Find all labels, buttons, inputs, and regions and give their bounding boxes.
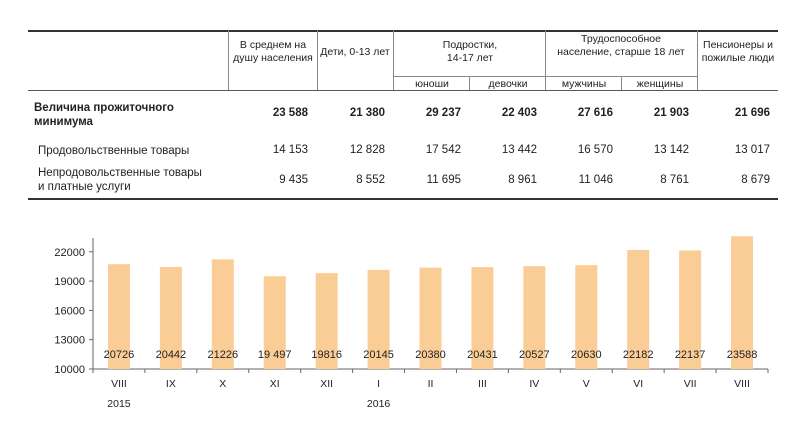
data-label: 20380 bbox=[415, 349, 446, 361]
bar bbox=[419, 267, 442, 369]
x-tick-label: IX bbox=[166, 378, 176, 390]
data-label: 20527 bbox=[519, 349, 550, 361]
header-working-women: женщины bbox=[636, 78, 684, 90]
table-cell: 8 679 bbox=[741, 174, 770, 186]
y-tick-label: 19000 bbox=[54, 276, 85, 288]
y-tick-label: 10000 bbox=[54, 364, 85, 376]
year-label: 2015 bbox=[107, 398, 131, 410]
bar bbox=[315, 273, 338, 369]
x-tick-label: VIII bbox=[734, 378, 750, 390]
header-pensioners: Пенсионеры и пожилые люди bbox=[701, 39, 775, 64]
table-cell: 17 542 bbox=[425, 144, 461, 156]
header-children: Дети, 0-13 лет bbox=[320, 46, 390, 58]
table-cell: 23 588 bbox=[272, 107, 308, 119]
data-label: 20442 bbox=[156, 349, 187, 361]
x-tick-label: II bbox=[428, 378, 434, 390]
y-tick-label: 16000 bbox=[54, 305, 85, 317]
table-cell: 21 903 bbox=[653, 107, 689, 119]
table-cell: 11 046 bbox=[578, 174, 613, 186]
table-cell: 21 696 bbox=[734, 107, 770, 119]
bar bbox=[159, 266, 182, 369]
header-working-men: мужчины bbox=[561, 78, 607, 90]
bar bbox=[523, 266, 546, 369]
bar-chart: 100001300016000190002200020726VIII20442I… bbox=[54, 236, 769, 410]
bar bbox=[471, 267, 494, 369]
table-cell: 12 828 bbox=[349, 144, 385, 156]
header-divider bbox=[228, 30, 229, 90]
header-divider bbox=[621, 76, 622, 90]
x-tick-label: XII bbox=[320, 378, 333, 390]
table-bottom-rule bbox=[28, 198, 778, 200]
row-label-total: Величина прожиточного минимума bbox=[34, 102, 174, 128]
x-tick-label: VIII bbox=[111, 378, 127, 390]
x-tick-label: XI bbox=[270, 378, 280, 390]
year-label: 2016 bbox=[367, 398, 391, 410]
x-tick-label: VII bbox=[684, 378, 697, 390]
header-teens-boys: юноши bbox=[415, 78, 449, 90]
bar bbox=[211, 259, 234, 369]
bar bbox=[367, 269, 390, 369]
table-cell: 8 761 bbox=[660, 174, 689, 186]
table-cell: 16 570 bbox=[577, 144, 613, 156]
table-cell: 9 435 bbox=[279, 174, 308, 186]
x-tick-label: V bbox=[583, 378, 590, 390]
header-teens: Подростки, 14-17 лет bbox=[442, 39, 498, 64]
data-label: 22137 bbox=[675, 349, 706, 361]
x-tick-label: I bbox=[377, 378, 380, 390]
header-divider bbox=[393, 30, 394, 90]
bar bbox=[107, 264, 130, 369]
table-cell: 21 380 bbox=[349, 107, 385, 119]
table-cell: 27 616 bbox=[577, 107, 613, 119]
table-cell: 13 017 bbox=[734, 144, 770, 156]
x-tick-label: III bbox=[478, 378, 487, 390]
y-tick-label: 13000 bbox=[54, 335, 85, 347]
bar bbox=[731, 236, 754, 369]
table-cell: 13 142 bbox=[653, 144, 689, 156]
row-label-nonfood: Непродовольственные товары и платные усл… bbox=[38, 167, 202, 193]
header-divider bbox=[697, 30, 698, 90]
subsistence-minimum-table: В среднем на душу населения Дети, 0-13 л… bbox=[28, 30, 778, 200]
bar bbox=[575, 265, 598, 369]
table-cell: 8 961 bbox=[508, 174, 537, 186]
header-divider bbox=[317, 30, 318, 90]
data-label: 20145 bbox=[363, 349, 394, 361]
header-divider bbox=[469, 76, 470, 90]
bar bbox=[679, 250, 702, 369]
data-label: 22182 bbox=[623, 349, 654, 361]
row-label-food: Продовольственные товары bbox=[38, 145, 190, 157]
data-label: 20630 bbox=[571, 349, 602, 361]
data-label: 20431 bbox=[467, 349, 498, 361]
table-cell: 14 153 bbox=[272, 144, 308, 156]
table-cell: 13 442 bbox=[501, 144, 537, 156]
table-cell: 22 403 bbox=[501, 107, 537, 119]
y-tick-label: 22000 bbox=[54, 247, 85, 259]
header-divider bbox=[545, 30, 546, 90]
table-cell: 11 695 bbox=[426, 174, 461, 186]
table-top-rule bbox=[28, 30, 778, 32]
data-label: 23588 bbox=[727, 349, 758, 361]
x-tick-label: X bbox=[219, 378, 226, 390]
data-label: 21226 bbox=[208, 349, 239, 361]
data-label: 20726 bbox=[104, 349, 135, 361]
header-bottom-rule bbox=[28, 90, 778, 91]
table-cell: 8 552 bbox=[356, 174, 385, 186]
data-label: 19 497 bbox=[258, 349, 292, 361]
header-working: Трудоспособное население, старше 18 лет bbox=[557, 33, 685, 58]
x-tick-label: IV bbox=[529, 378, 539, 390]
bar bbox=[627, 249, 650, 369]
data-label: 19816 bbox=[311, 349, 342, 361]
header-avg: В среднем на душу населения bbox=[233, 39, 313, 64]
bar bbox=[263, 276, 286, 369]
table-cell: 29 237 bbox=[425, 107, 461, 119]
header-teens-girls: девочки bbox=[488, 78, 528, 90]
x-tick-label: VI bbox=[633, 378, 643, 390]
